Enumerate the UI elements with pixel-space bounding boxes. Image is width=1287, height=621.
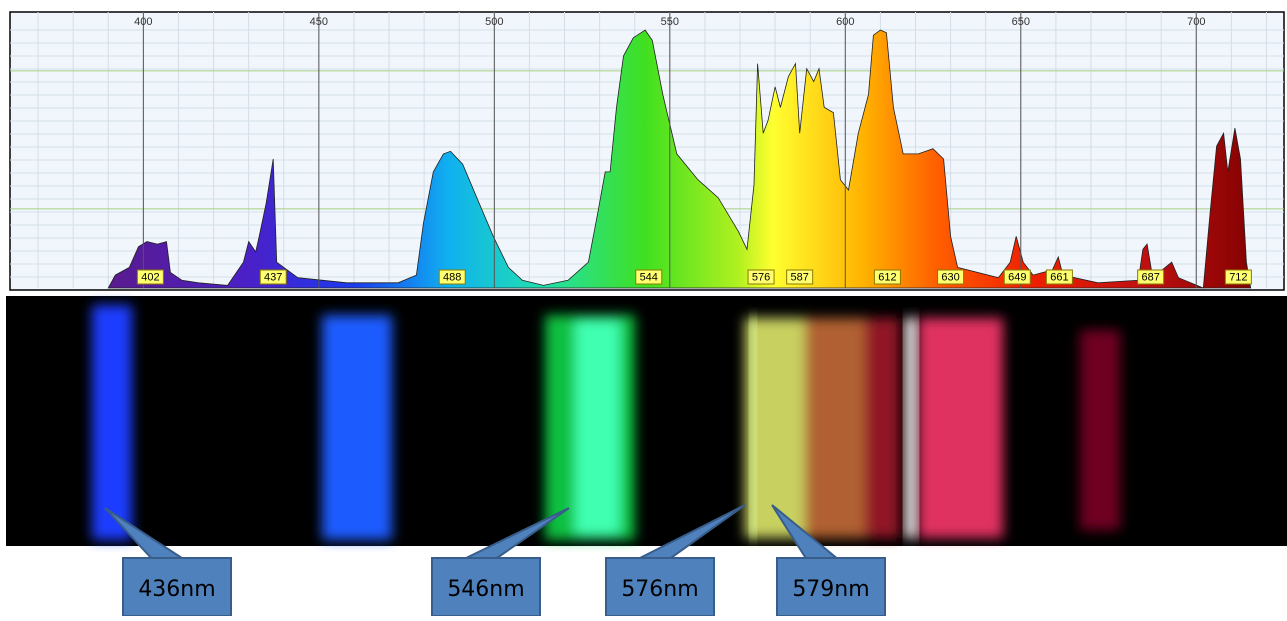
peak-label: 661 bbox=[1050, 271, 1068, 283]
peak-label: 576 bbox=[752, 271, 770, 283]
peak-label: 587 bbox=[790, 271, 808, 283]
x-tick-label: 600 bbox=[836, 16, 854, 28]
peak-label: 437 bbox=[264, 271, 282, 283]
x-tick-label: 550 bbox=[661, 16, 679, 28]
page: {"chart_data": {"type": "area", "x": [39… bbox=[0, 0, 1287, 616]
x-tick-label: 700 bbox=[1187, 16, 1205, 28]
band bbox=[865, 318, 900, 538]
figure: 400 450 500 550 600 650 700 402 437 488 544 576 587 6… bbox=[0, 0, 1287, 616]
band bbox=[575, 320, 620, 535]
peak-label: 544 bbox=[640, 271, 658, 283]
callout-label: 546nm bbox=[447, 577, 524, 602]
peak-label: 687 bbox=[1141, 271, 1159, 283]
callout-label: 579nm bbox=[792, 577, 869, 602]
band bbox=[92, 305, 132, 540]
peak-label: 712 bbox=[1229, 271, 1247, 283]
peak-label: 402 bbox=[141, 271, 159, 283]
x-tick-label: 450 bbox=[310, 16, 328, 28]
band bbox=[322, 315, 392, 540]
x-tick-label: 400 bbox=[134, 16, 152, 28]
band bbox=[1080, 330, 1120, 530]
peak-label: 612 bbox=[878, 271, 896, 283]
x-tick-label: 650 bbox=[1012, 16, 1030, 28]
callout-label: 576nm bbox=[621, 577, 698, 602]
peak-label: 630 bbox=[941, 271, 959, 283]
spectrum-photo bbox=[6, 296, 1287, 546]
band bbox=[918, 318, 1003, 538]
peak-label: 649 bbox=[1008, 271, 1026, 283]
callout-label: 436nm bbox=[138, 577, 215, 602]
band bbox=[750, 318, 756, 538]
band bbox=[805, 318, 865, 538]
peak-label: 488 bbox=[443, 271, 461, 283]
band bbox=[905, 318, 917, 538]
x-tick-label: 500 bbox=[485, 16, 503, 28]
